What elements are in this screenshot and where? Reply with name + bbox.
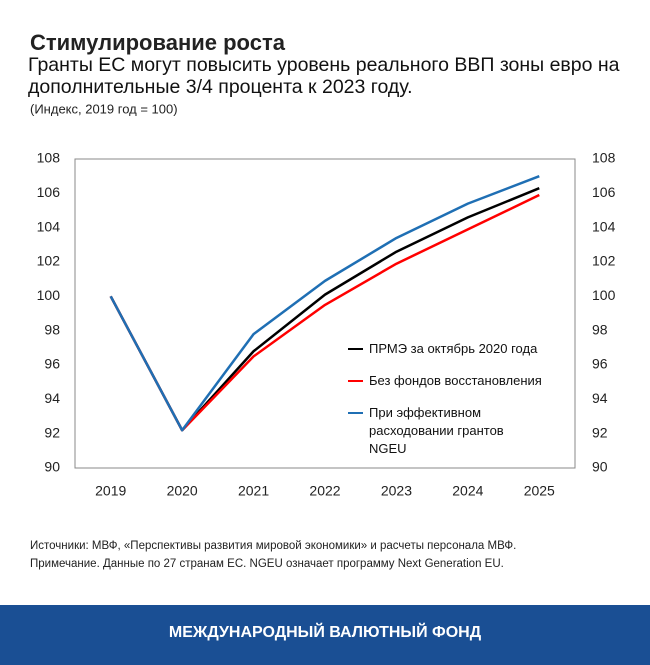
x-tick-label: 2023 bbox=[381, 483, 412, 499]
legend-label: При эффективном расходовании грантов NGE… bbox=[369, 405, 504, 456]
chart-title: Стимулирование роста bbox=[30, 30, 286, 55]
y-tick-label: 104 bbox=[37, 218, 61, 234]
legend-label: ПРМЭ за октябрь 2020 года bbox=[369, 341, 538, 356]
x-tick-label: 2024 bbox=[452, 483, 483, 499]
y-tick-label: 102 bbox=[37, 253, 61, 269]
footer: МЕЖДУНАРОДНЫЙ ВАЛЮТНЫЙ ФОНД bbox=[169, 622, 482, 641]
plot-frame bbox=[74, 158, 576, 469]
y-tick-label: 92 bbox=[44, 424, 60, 440]
chart-note: (Индекс, 2019 год = 100) bbox=[30, 101, 178, 116]
legend-item: При эффективном расходовании грантов NGE… bbox=[348, 404, 568, 458]
x-tick-label: 2019 bbox=[95, 483, 126, 499]
y2-tick-label: 90 bbox=[592, 459, 608, 475]
sources: Источники: МВФ, «Перспективы развития ми… bbox=[30, 540, 516, 552]
y2-tick-label: 102 bbox=[592, 253, 616, 269]
x-tick-label: 2021 bbox=[238, 483, 269, 499]
y-tick-label: 94 bbox=[44, 390, 60, 406]
legend-label: Без фондов восстановления bbox=[369, 373, 542, 388]
subtitle-box: Гранты ЕС могут повысить уровень реально… bbox=[28, 54, 620, 98]
x-tick-label: 2025 bbox=[524, 483, 555, 499]
series-line bbox=[109, 175, 540, 432]
y2-tick-label: 94 bbox=[592, 390, 608, 406]
remark: Примечание. Данные по 27 странам ЕС. NGE… bbox=[30, 558, 504, 570]
y-tick-label: 90 bbox=[44, 459, 60, 475]
x-tick-label: 2022 bbox=[309, 483, 340, 499]
legend: ПРМЭ за октябрь 2020 года Без фондов восс… bbox=[348, 340, 568, 472]
x-tick-label: 2020 bbox=[167, 483, 198, 499]
y2-tick-label: 92 bbox=[592, 424, 608, 440]
legend-swatch bbox=[348, 380, 363, 382]
y2-tick-label: 96 bbox=[592, 356, 608, 372]
y-tick-label: 98 bbox=[44, 321, 60, 337]
y2-tick-label: 106 bbox=[592, 184, 616, 200]
legend-swatch bbox=[348, 348, 363, 350]
y2-tick-label: 100 bbox=[592, 287, 616, 303]
y-tick-label: 96 bbox=[44, 356, 60, 372]
y-tick-label: 106 bbox=[37, 184, 61, 200]
y-tick-label: 108 bbox=[37, 150, 61, 166]
legend-swatch bbox=[348, 412, 363, 414]
legend-item: ПРМЭ за октябрь 2020 года bbox=[348, 340, 568, 358]
chart-subtitle: Гранты ЕС могут повысить уровень реально… bbox=[28, 54, 620, 98]
y2-tick-label: 104 bbox=[592, 218, 616, 234]
y-tick-label: 100 bbox=[37, 287, 61, 303]
legend-item: Без фондов восстановления bbox=[348, 372, 568, 390]
y2-tick-label: 98 bbox=[592, 321, 608, 337]
y2-tick-label: 108 bbox=[592, 150, 616, 166]
footer-bar bbox=[0, 605, 650, 665]
